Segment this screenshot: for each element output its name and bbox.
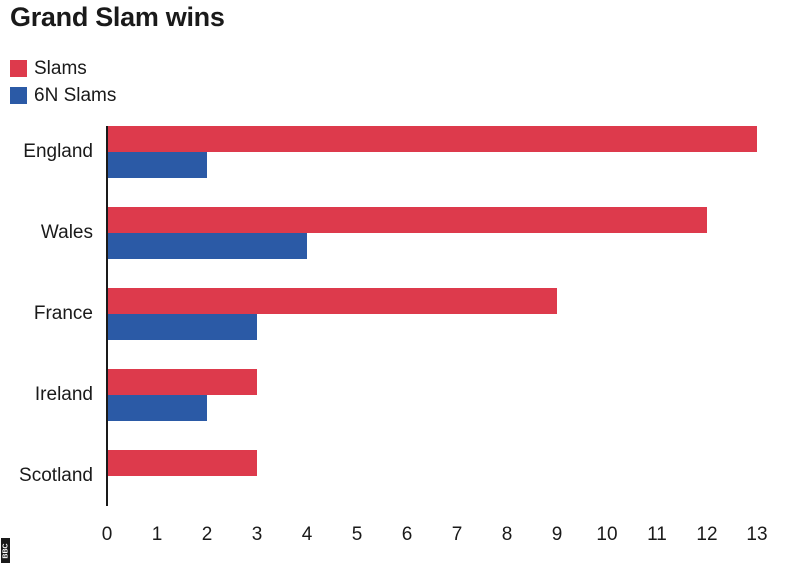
x-tick-label-1: 1 (151, 524, 163, 545)
legend-swatch-slams (10, 60, 27, 77)
bar-wales-6n-slams (107, 233, 307, 259)
legend-swatch-6n-slams (10, 87, 27, 104)
bbc-logo: BBC (1, 538, 10, 563)
x-tick-label-13: 13 (746, 524, 768, 545)
legend-label-slams: Slams (34, 57, 87, 79)
chart-title: Grand Slam wins (10, 2, 225, 32)
x-tick-label-0: 0 (101, 524, 113, 545)
category-label-scotland: Scotland (19, 465, 93, 486)
x-tick-label-4: 4 (301, 524, 313, 545)
x-tick-label-5: 5 (351, 524, 363, 545)
category-label-wales: Wales (40, 222, 93, 243)
x-tick-label-11: 11 (647, 524, 667, 545)
bar-england-6n-slams (107, 152, 207, 178)
legend-item-slams: Slams (10, 55, 116, 82)
bar-scotland-slams (107, 450, 257, 476)
x-tick-label-9: 9 (551, 524, 563, 545)
bar-wales-slams (107, 207, 707, 233)
category-label-england: England (23, 141, 93, 162)
y-axis-line (106, 126, 108, 506)
x-tick-label-6: 6 (401, 524, 413, 545)
bar-france-slams (107, 288, 557, 314)
legend-label-6n-slams: 6N Slams (34, 84, 117, 106)
x-tick-label-10: 10 (596, 524, 618, 545)
chart-legend: Slams 6N Slams (10, 55, 116, 109)
bar-england-slams (107, 126, 757, 152)
category-label-france: France (33, 303, 93, 324)
x-tick-label-12: 12 (696, 524, 718, 545)
legend-item-6n-slams: 6N Slams (10, 82, 116, 109)
bar-ireland-6n-slams (107, 395, 207, 421)
x-tick-label-7: 7 (451, 524, 463, 545)
x-tick-label-3: 3 (251, 524, 263, 545)
x-tick-label-2: 2 (201, 524, 213, 545)
x-tick-label-8: 8 (501, 524, 513, 545)
bar-france-6n-slams (107, 314, 257, 340)
bbc-logo-text: BBC (2, 542, 9, 559)
bar-ireland-slams (107, 369, 257, 395)
category-label-ireland: Ireland (34, 384, 93, 405)
